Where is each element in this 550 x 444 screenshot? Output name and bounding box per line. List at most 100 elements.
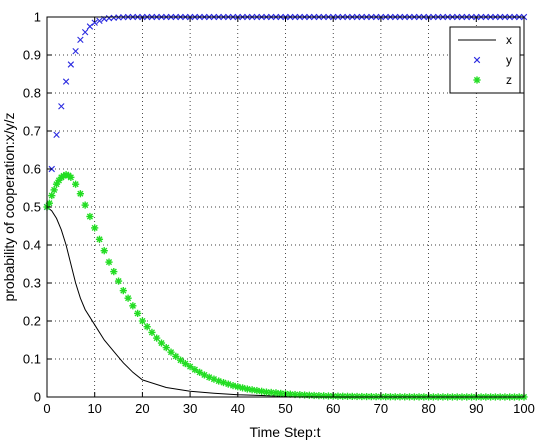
series-z-point [157,339,166,347]
y-tick-label: 0.6 [23,162,41,177]
series-z-point [105,258,113,266]
marker-stroke [473,56,481,64]
series-z-point [45,199,53,207]
marker-stroke [46,200,53,207]
y-tick-label: 0 [34,390,41,405]
x-tick-label: 0 [43,401,50,416]
legend-label-z: z [506,73,512,87]
marker-stroke [325,392,332,400]
x-tick-label: 70 [374,401,388,416]
series-z-point [153,334,161,342]
y-tick-label: 0.2 [23,314,41,329]
series-y-point [58,103,65,110]
marker-stroke [72,181,79,188]
series-z-point [181,359,189,368]
marker-stroke [51,186,58,193]
marker-stroke [234,383,241,390]
marker-stroke [353,393,361,400]
marker-stroke [296,391,303,398]
marker-stroke [167,349,175,356]
y-tick-label: 0.3 [23,276,41,291]
marker-stroke [291,391,299,398]
marker-stroke [101,247,108,254]
marker-stroke [48,192,55,199]
marker-stroke [134,310,141,317]
marker-stroke [153,335,160,342]
x-tick-label: 90 [469,401,483,416]
series-z-point [91,224,99,232]
series-z-point [129,302,137,310]
series-z-point [267,388,275,397]
series-z-point [48,192,56,200]
series-z-point [100,247,108,255]
series-z-point [86,212,94,221]
x-tick-label: 100 [513,401,535,416]
marker-stroke [120,287,127,294]
series-z-point [72,180,80,188]
marker-stroke [225,380,232,388]
marker-stroke [182,360,189,367]
marker-stroke [206,374,213,381]
series-z-point [95,235,104,243]
series-z-point [243,385,251,393]
marker-stroke [72,48,79,55]
marker-stroke [210,376,218,383]
series-z-point [167,348,175,356]
series-z-point [176,356,185,364]
marker-stroke [82,202,89,209]
marker-stroke [258,388,265,395]
series-z-point [186,363,194,371]
x-tick-label: 60 [326,401,340,416]
legend-label-x: x [506,33,512,47]
x-tick-label: 40 [231,401,245,416]
marker-stroke [253,387,260,394]
marker-stroke [177,357,184,364]
series-y-point [81,29,89,36]
marker-stroke [77,36,84,43]
marker-stroke [191,366,198,373]
marker-stroke [105,14,113,22]
marker-stroke [105,259,113,266]
marker-stroke [249,386,256,393]
series-y-point [96,17,103,24]
marker-stroke [220,379,227,386]
series-z-point [124,294,132,302]
marker-stroke [129,302,136,309]
marker-stroke [158,339,165,347]
marker-stroke [96,17,103,24]
marker-stroke [96,236,103,243]
series-z-point [76,190,84,198]
series-z-point [67,173,75,181]
marker-stroke [239,384,246,391]
x-axis-label: Time Step:t [249,424,320,440]
x-tick-label: 30 [183,401,197,416]
marker-stroke [86,23,94,30]
marker-stroke [53,131,60,138]
series-z-point [119,287,127,295]
y-tick-label: 0.5 [23,200,41,215]
marker-stroke [110,268,117,275]
series-z-point [248,386,256,394]
series-z-point [148,328,156,336]
series-z-point [110,268,118,276]
marker-stroke [339,393,346,400]
marker-stroke [62,78,70,85]
marker-stroke [215,377,222,385]
x-tick-label: 10 [87,401,101,416]
series-z-point [324,392,333,400]
marker-stroke [334,393,342,400]
marker-stroke [67,174,74,181]
marker-stroke [163,344,170,351]
legend-sample-z [473,76,481,84]
marker-stroke [81,29,89,36]
grid [47,17,524,397]
marker-stroke [115,278,122,285]
marker-stroke [86,213,94,220]
y-tick-label: 0.7 [23,124,41,139]
series-z-point [50,186,58,194]
series-y-point [86,23,94,30]
series-y-point [91,19,98,26]
marker-stroke [139,317,146,325]
y-axis-label: probability of cooperation:x/y/z [1,112,17,301]
